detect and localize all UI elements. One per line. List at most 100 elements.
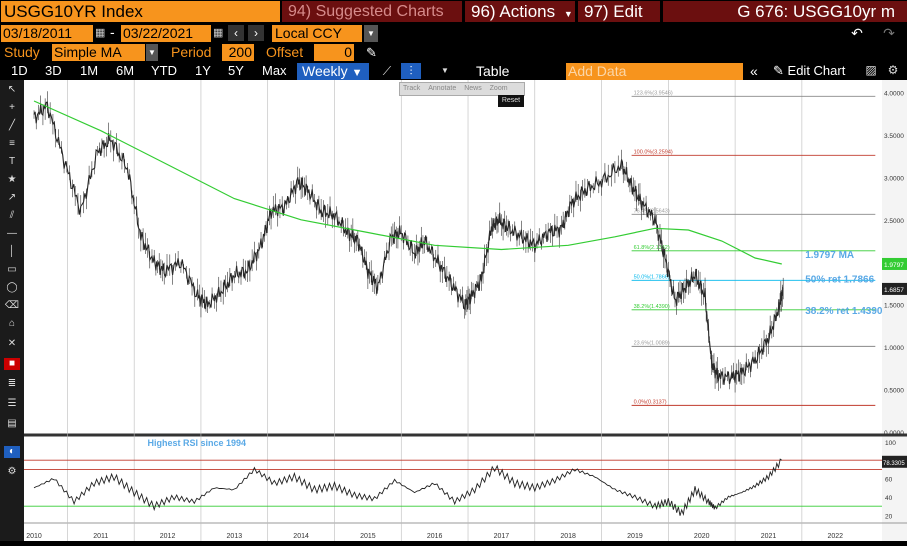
ticker-field[interactable]: USGG10YR Index (1, 1, 280, 22)
date-range-bar: 03/18/2011 ▦ - 03/22/2021 ▦ ‹ › Local CC… (0, 24, 907, 43)
edit-label: 97) Edit (584, 2, 643, 21)
next-period-button[interactable]: › (248, 25, 264, 41)
chevron-down-icon[interactable]: ▼ (146, 44, 158, 61)
arrow-icon[interactable]: ↗ (7, 192, 17, 203)
drawing-tools-sidebar: ↖ + ╱ ≡ T ★ ↗ ⫽ — │ ▭ ◯ ⌫ ⌂ ✕ ■ ≣ ☰ ▤ ◐ … (0, 80, 24, 541)
ellipse-icon[interactable]: ◯ (6, 282, 18, 293)
chart-annotation: 50% ret 1.7866 (805, 274, 874, 285)
channel-icon[interactable]: ⫽ (9, 210, 15, 221)
frequency-select[interactable]: Weekly ▼ (297, 63, 369, 80)
range-button-1y[interactable]: 1Y (195, 63, 211, 78)
start-date-input[interactable]: 03/18/2011 (1, 25, 93, 42)
trendline-icon[interactable]: ╱ (8, 120, 16, 131)
news-mode-button[interactable]: News (464, 85, 482, 92)
last-value-text: 1.6857 (884, 287, 904, 294)
vertical-line-icon[interactable]: │ (8, 246, 16, 257)
last-value-tag (882, 282, 907, 295)
x-tick-label: 2019 (627, 533, 643, 540)
range-toolbar: 1D 3D 1M 6M YTD 1Y 5Y Max Weekly ▼ ⟋ ⫶ ▼ … (0, 62, 907, 80)
chevron-down-icon: ▼ (351, 67, 363, 79)
add-data-input[interactable]: Add Data (566, 63, 743, 80)
offset-input[interactable]: 0 (314, 44, 354, 61)
edit-chart-button[interactable]: ✎ Edit Chart (773, 62, 845, 80)
fibonacci-level-label: 0.0%(0.3137) (634, 399, 667, 405)
chart-area[interactable]: 2010 2011 2012 2013 2014 2015 2016 2017 2018 2019… (0, 80, 907, 541)
chart-canvas[interactable]: 2010 2011 2012 2013 2014 2015 2016 2017 2018 2019… (0, 80, 907, 541)
calendar-icon[interactable]: ▦ (95, 27, 106, 39)
zoom-mode-button[interactable]: Zoom (489, 85, 508, 92)
add-data-placeholder: Add Data (568, 63, 627, 79)
range-button-3d[interactable]: 3D (45, 63, 62, 78)
fill-icon[interactable]: ▤ (7, 418, 17, 429)
pointer-icon[interactable]: ↖ (7, 84, 17, 95)
rsi-y-tick-label: 40 (885, 495, 893, 502)
frequency-value: Weekly (302, 63, 348, 79)
x-tick-label: 2014 (293, 533, 309, 540)
fibonacci-level-label: 50.0%(1.7866) (634, 274, 670, 280)
annotate-mode-button[interactable]: Annotate (428, 85, 457, 92)
range-button-5y[interactable]: 5Y (228, 63, 244, 78)
study-label: Study (4, 44, 40, 60)
chevron-down-icon[interactable]: ▼ (364, 25, 378, 42)
top-title-bar: USGG10YR Index 94) Suggested Charts 96) … (0, 0, 907, 40)
fibonacci-icon[interactable]: ≡ (9, 138, 15, 149)
edit-square-icon[interactable]: ▨ (865, 63, 877, 77)
x-tick-label: 2013 (227, 533, 243, 540)
actions-menu[interactable]: 96) Actions ▼ (465, 1, 575, 22)
rsi-series-line (33, 458, 783, 517)
suggested-charts-button[interactable]: 94) Suggested Charts (282, 1, 462, 22)
bar-chart-icon[interactable]: ⫶ (401, 63, 421, 79)
line-style-icon[interactable]: ≣ (7, 378, 17, 389)
star-icon[interactable]: ★ (7, 174, 17, 185)
y-tick-label: 4.0000 (884, 90, 904, 97)
rsi-annotation: Highest RSI since 1994 (148, 438, 247, 448)
redo-icon[interactable]: ↷ (883, 25, 895, 41)
horizontal-line-icon[interactable]: — (7, 228, 17, 239)
mode-icon[interactable]: ◐ (4, 446, 20, 458)
study-select[interactable]: Simple MA (52, 44, 145, 61)
table-button[interactable]: Table (476, 63, 510, 79)
eraser-icon[interactable]: ⌫ (4, 300, 20, 311)
color-icon[interactable]: ■ (4, 358, 20, 370)
delete-icon[interactable]: ✕ (7, 338, 17, 349)
pencil-icon: ✎ (773, 63, 784, 78)
x-tick-label: 2015 (360, 533, 376, 540)
range-button-6m[interactable]: 6M (116, 63, 135, 78)
range-button-max[interactable]: Max (262, 63, 287, 78)
period-input[interactable]: 200 (222, 44, 254, 61)
crosshair-icon[interactable]: + (9, 102, 15, 113)
actions-label: 96) Actions (471, 2, 556, 21)
chart-annotation: 38.2% ret 1.4390 (805, 306, 883, 317)
track-mode-button[interactable]: Track (403, 85, 421, 92)
chart-annotation: 1.9797 MA (805, 250, 854, 261)
x-tick-label: 2020 (694, 533, 710, 540)
previous-period-button[interactable]: ‹ (228, 25, 244, 41)
line-chart-icon[interactable]: ⟋ (382, 64, 392, 78)
calendar-icon[interactable]: ▦ (213, 27, 224, 39)
x-tick-label: 2016 (427, 533, 443, 540)
range-button-1d[interactable]: 1D (11, 63, 28, 78)
end-date-input[interactable]: 03/22/2021 (121, 25, 211, 42)
rsi-last-value-text: 78.3305 (883, 461, 905, 467)
text-icon[interactable]: T (8, 156, 16, 167)
rectangle-icon[interactable]: ▭ (7, 264, 17, 275)
undo-icon[interactable]: ↶ (851, 25, 863, 41)
settings-icon[interactable]: ⚙ (887, 63, 899, 77)
chevron-down-icon[interactable]: ▼ (441, 66, 449, 75)
collapse-icon[interactable]: « (750, 63, 758, 79)
offset-label: Offset (266, 44, 304, 60)
edit-menu[interactable]: 97) Edit ▼ (578, 1, 660, 40)
reset-button[interactable]: Reset (498, 95, 524, 107)
x-tick-label: 2011 (93, 533, 108, 540)
x-tick-label: 2012 (160, 533, 176, 540)
gear-icon[interactable]: ⚙ (7, 466, 17, 477)
lock-icon[interactable]: ⌂ (8, 318, 16, 329)
line-width-icon[interactable]: ☰ (7, 398, 17, 409)
x-tick-label: 2018 (560, 533, 576, 540)
range-button-1m[interactable]: 1M (80, 63, 99, 78)
range-button-ytd[interactable]: YTD (151, 63, 177, 78)
pencil-icon[interactable]: ✎ (366, 45, 377, 60)
currency-select[interactable]: Local CCY (272, 25, 362, 42)
edit-chart-label: Edit Chart (787, 63, 846, 78)
last-value-tag (882, 257, 907, 270)
